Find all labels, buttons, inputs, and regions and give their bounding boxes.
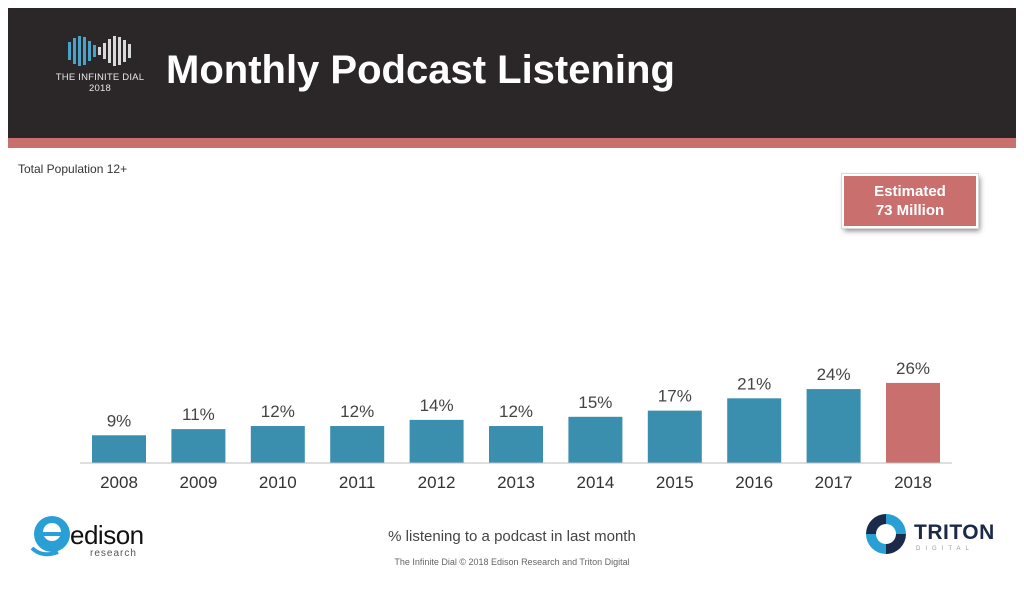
triton-swirl-icon bbox=[866, 514, 906, 554]
data-label-2016: 21% bbox=[737, 374, 771, 393]
data-label-2011: 12% bbox=[340, 402, 374, 421]
data-label-2013: 12% bbox=[499, 402, 533, 421]
x-tick-label-2013: 2013 bbox=[497, 473, 535, 492]
bar-2017 bbox=[806, 389, 861, 463]
infinity-icon bbox=[68, 36, 131, 66]
header-bar bbox=[8, 8, 1016, 138]
x-tick-label-2016: 2016 bbox=[735, 473, 773, 492]
x-tick-label-2008: 2008 bbox=[100, 473, 138, 492]
x-tick-label-2015: 2015 bbox=[656, 473, 694, 492]
triton-wordmark: TRITON bbox=[914, 521, 995, 544]
infinite-dial-logo: THE INFINITE DIAL 2018 bbox=[50, 30, 150, 94]
data-label-2018: 26% bbox=[896, 359, 930, 378]
x-tick-label-2012: 2012 bbox=[418, 473, 456, 492]
edison-bulb-icon bbox=[30, 516, 70, 557]
copyright-note: The Infinite Dial © 2018 Edison Research… bbox=[394, 557, 630, 567]
x-tick-label-2010: 2010 bbox=[259, 473, 297, 492]
estimate-callout-line1: Estimated bbox=[874, 183, 946, 200]
x-tick-label-2011: 2011 bbox=[339, 473, 376, 492]
data-label-2017: 24% bbox=[817, 365, 851, 384]
bar-2009 bbox=[171, 429, 226, 463]
data-label-2015: 17% bbox=[658, 387, 692, 406]
bar-2012 bbox=[409, 419, 464, 463]
logo-text-line1: THE INFINITE DIAL bbox=[55, 72, 145, 83]
data-label-2010: 12% bbox=[261, 402, 295, 421]
chart-caption: % listening to a podcast in last month bbox=[388, 528, 636, 545]
estimate-callout-line2: 73 Million bbox=[875, 202, 945, 219]
page-title: Monthly Podcast Listening bbox=[166, 48, 675, 92]
bar-2015 bbox=[647, 410, 702, 463]
x-tick-label-2009: 2009 bbox=[179, 473, 217, 492]
edison-research-logo: edison research bbox=[28, 508, 168, 568]
bar-2013 bbox=[489, 426, 543, 463]
bar-2010 bbox=[250, 426, 305, 463]
triton-subtext: DIGITAL bbox=[916, 546, 974, 552]
header-accent-stripe bbox=[8, 138, 1016, 148]
bar-2016 bbox=[727, 398, 782, 463]
data-label-2012: 14% bbox=[420, 396, 454, 415]
data-label-2014: 15% bbox=[578, 393, 612, 412]
data-label-2008: 9% bbox=[107, 411, 132, 430]
x-tick-label-2014: 2014 bbox=[576, 473, 614, 492]
x-tick-label-2018: 2018 bbox=[894, 473, 932, 492]
population-subtitle: Total Population 12+ bbox=[18, 162, 128, 176]
logo-text-line2: 2018 bbox=[89, 83, 111, 94]
bar-2014 bbox=[568, 416, 623, 463]
x-tick-label-2017: 2017 bbox=[815, 473, 853, 492]
edison-wordmark: edison bbox=[70, 520, 144, 550]
triton-digital-logo: TRITON DIGITAL bbox=[860, 508, 1010, 568]
data-label-2009: 11% bbox=[182, 405, 215, 424]
estimate-callout: Estimated 73 Million bbox=[842, 174, 978, 228]
edison-subtext: research bbox=[90, 548, 137, 559]
bar-2008 bbox=[92, 435, 146, 463]
bar-2011 bbox=[330, 426, 385, 463]
bar-2018 bbox=[886, 382, 940, 463]
